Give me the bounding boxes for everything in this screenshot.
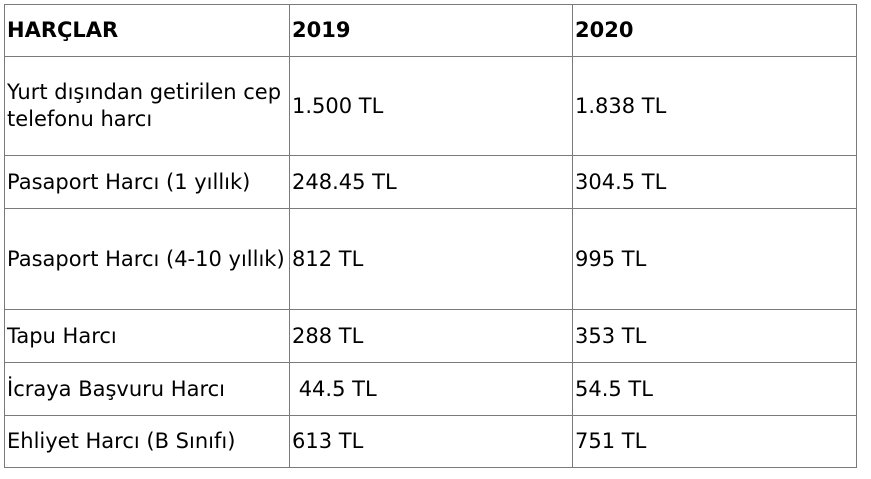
fee-2020-cell: 54.5 TL <box>572 362 857 416</box>
fee-name: Pasaport Harcı (4-10 yıllık) <box>7 246 285 271</box>
header-cell-fees: HARÇLAR <box>4 4 290 57</box>
header-label: 2019 <box>292 18 351 42</box>
fee-2020-value: 353 TL <box>575 323 647 348</box>
fee-name: Pasaport Harcı (1 yıllık) <box>7 169 251 194</box>
fee-name-cell: Tapu Harcı <box>4 309 290 363</box>
fee-2019-value: 812 TL <box>292 246 364 271</box>
table-row: Ehliyet Harcı (B Sınıfı) 613 TL 751 TL <box>4 415 857 468</box>
table-row: Tapu Harcı 288 TL 353 TL <box>4 309 857 363</box>
fee-name: Ehliyet Harcı (B Sınıfı) <box>7 429 236 453</box>
fee-2020-value: 304.5 TL <box>575 169 667 194</box>
fee-2020-value: 995 TL <box>575 246 647 271</box>
fee-2019-value: 248.45 TL <box>292 169 397 194</box>
fee-2020-value: 1.838 TL <box>575 93 667 118</box>
header-cell-2019: 2019 <box>289 4 573 57</box>
fee-2020-value: 751 TL <box>575 429 647 453</box>
fee-name-cell: Pasaport Harcı (4-10 yıllık) <box>4 208 290 310</box>
table-row: Pasaport Harcı (4-10 yıllık) 812 TL 995 … <box>4 208 857 310</box>
table-row: Yurt dışından getirilen cep telefonu har… <box>4 56 857 156</box>
fee-2020-cell: 751 TL <box>572 415 857 468</box>
fee-2019-cell: 248.45 TL <box>289 155 573 209</box>
fee-2020-cell: 1.838 TL <box>572 56 857 156</box>
fee-2019-value: 288 TL <box>292 323 364 348</box>
fee-2020-cell: 353 TL <box>572 309 857 363</box>
fee-2020-cell: 995 TL <box>572 208 857 310</box>
fee-name-cell: Yurt dışından getirilen cep telefonu har… <box>4 56 290 156</box>
fee-2019-value: 44.5 TL <box>292 376 377 401</box>
header-label: HARÇLAR <box>7 18 119 42</box>
fee-name-cell: Pasaport Harcı (1 yıllık) <box>4 155 290 209</box>
table-header-row: HARÇLAR 2019 2020 <box>4 4 857 57</box>
fee-name-cell: İcraya Başvuru Harcı <box>4 362 290 416</box>
table-row: İcraya Başvuru Harcı 44.5 TL 54.5 TL <box>4 362 857 416</box>
fee-2019-cell: 1.500 TL <box>289 56 573 156</box>
fee-2019-cell: 44.5 TL <box>289 362 573 416</box>
fee-2019-value: 613 TL <box>292 429 364 453</box>
fee-2019-cell: 613 TL <box>289 415 573 468</box>
fee-name: Yurt dışından getirilen cep telefonu har… <box>7 80 288 131</box>
fees-table: HARÇLAR 2019 2020 Yurt dışından getirile… <box>4 4 857 468</box>
fee-name: İcraya Başvuru Harcı <box>7 376 225 401</box>
fee-name: Tapu Harcı <box>7 323 117 348</box>
fee-2020-value: 54.5 TL <box>575 376 653 401</box>
table-row: Pasaport Harcı (1 yıllık) 248.45 TL 304.… <box>4 155 857 209</box>
header-label: 2020 <box>575 18 634 42</box>
fee-2019-value: 1.500 TL <box>292 93 384 118</box>
fee-2019-cell: 288 TL <box>289 309 573 363</box>
fee-2019-cell: 812 TL <box>289 208 573 310</box>
header-cell-2020: 2020 <box>572 4 857 57</box>
fee-name-cell: Ehliyet Harcı (B Sınıfı) <box>4 415 290 468</box>
fee-2020-cell: 304.5 TL <box>572 155 857 209</box>
